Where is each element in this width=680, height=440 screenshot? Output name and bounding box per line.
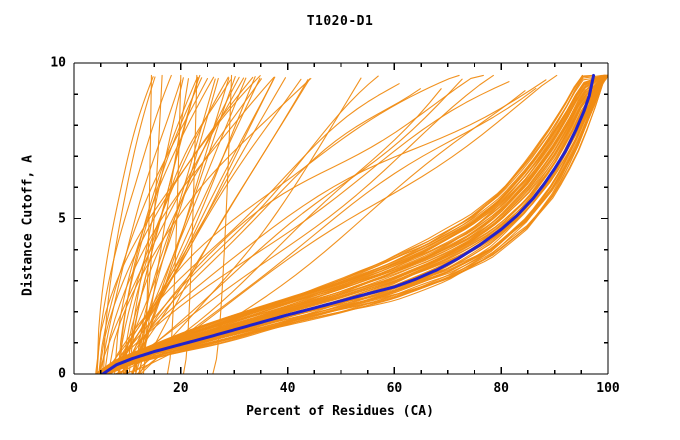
y-tick-label: 10: [50, 55, 66, 71]
curve: [135, 76, 240, 374]
curve: [123, 78, 262, 374]
x-tick-label: 40: [279, 381, 296, 396]
x-axis-title: Percent of Residues (CA): [246, 404, 434, 419]
curve: [134, 74, 163, 374]
curve: [166, 74, 182, 374]
curves-canvas: [94, 73, 608, 374]
curve: [101, 73, 596, 374]
curve: [98, 76, 254, 374]
y-tick-label: 5: [58, 211, 66, 226]
curve: [107, 77, 312, 374]
curve: [136, 74, 558, 374]
curve: [109, 74, 494, 374]
curve: [106, 81, 510, 374]
page-title: T1020-D1: [306, 14, 374, 29]
curve: [105, 74, 607, 373]
curve: [107, 74, 608, 374]
curve: [103, 76, 275, 374]
y-axis-title: Distance Cutoff, A: [20, 155, 36, 296]
curve: [134, 74, 460, 373]
x-tick-label: 100: [596, 381, 620, 396]
curve: [114, 76, 215, 374]
curve: [102, 74, 608, 373]
curve: [212, 74, 233, 374]
curve: [106, 83, 400, 374]
curve: [131, 77, 362, 374]
prediction-curves-group: [94, 74, 608, 374]
plot-area: [74, 63, 608, 374]
curve: [98, 77, 209, 374]
curve: [102, 76, 156, 374]
curve: [108, 74, 608, 374]
x-tick-label: 0: [70, 381, 78, 396]
curve: [120, 79, 547, 374]
best-model-curve: [101, 73, 596, 374]
curve: [132, 74, 484, 374]
curve: [114, 88, 442, 374]
curve: [182, 74, 198, 374]
x-tick-label: 80: [493, 381, 510, 396]
curve: [106, 74, 608, 374]
curve: [140, 87, 537, 374]
curve: [122, 79, 231, 374]
y-tick-label: 0: [58, 366, 66, 382]
curve: [94, 74, 583, 374]
curve: [96, 74, 593, 374]
curve: [100, 74, 606, 373]
curve: [142, 74, 152, 374]
curve: [96, 76, 154, 374]
curve: [118, 78, 463, 374]
curve: [132, 77, 261, 374]
curve: [139, 79, 309, 374]
x-tick-label: 20: [172, 381, 189, 396]
curve: [101, 78, 302, 374]
curve: [117, 77, 203, 374]
x-tick-label: 60: [386, 381, 403, 396]
curve: [96, 74, 172, 373]
